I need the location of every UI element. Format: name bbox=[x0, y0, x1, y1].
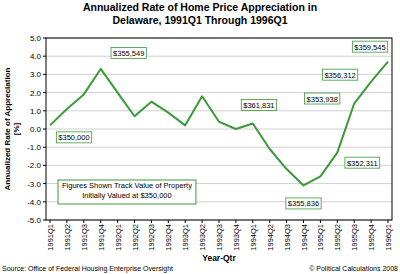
y-axis-title: [%] bbox=[12, 122, 21, 135]
x-tick-label: 1991Q4 bbox=[97, 224, 106, 251]
credit: © Political Calculations 2008 bbox=[309, 265, 398, 272]
x-tick-label: 1993Q2 bbox=[198, 224, 207, 251]
x-tick-label: 1992Q2 bbox=[131, 224, 140, 251]
background bbox=[0, 0, 400, 274]
x-tick-label: 1993Q1 bbox=[181, 224, 190, 251]
value-callout: $353,938 bbox=[305, 93, 340, 104]
x-tick-label: 1995Q1 bbox=[316, 224, 325, 251]
x-tick-label: 1994Q3 bbox=[283, 224, 292, 251]
data-group bbox=[50, 62, 388, 186]
value-callout: $355,549 bbox=[111, 47, 146, 58]
data-line bbox=[50, 62, 388, 186]
annotation-text: Figures Shown Track Value of Property bbox=[62, 181, 192, 190]
grid-line bbox=[46, 110, 392, 111]
y-tick-label: -2.0 bbox=[27, 161, 41, 170]
x-tick-label: 1992Q1 bbox=[114, 224, 123, 251]
value-callout: $356,312 bbox=[322, 69, 357, 80]
y-tick-label: 3.0 bbox=[30, 70, 42, 79]
callout-box bbox=[322, 69, 357, 80]
callout-box bbox=[56, 132, 91, 143]
x-tick-label: 1992Q4 bbox=[164, 224, 173, 251]
source: Source: Office of Federal Housing Enterp… bbox=[2, 265, 173, 273]
grid-line bbox=[46, 56, 392, 57]
y-tick-label: -5.0 bbox=[27, 216, 41, 225]
x-tick-label: 1991Q3 bbox=[80, 224, 89, 251]
y-tick-label: -1.0 bbox=[27, 143, 41, 152]
callout-text: $359,545 bbox=[354, 43, 385, 52]
x-tick-label: 1992Q3 bbox=[147, 224, 156, 251]
x-tick-label: 1993Q4 bbox=[232, 224, 241, 251]
callout-text: $353,938 bbox=[307, 95, 338, 104]
value-callout: $352,311 bbox=[345, 157, 380, 168]
callout-text: $355,549 bbox=[113, 49, 144, 58]
callout-box bbox=[241, 100, 276, 111]
value-callout: $355,836 bbox=[286, 198, 321, 209]
callout-text: $356,312 bbox=[324, 71, 355, 80]
annotation-box bbox=[58, 180, 196, 204]
title: Annualized Rate of Home Price Appreciati… bbox=[83, 1, 317, 13]
plot-area bbox=[46, 38, 392, 220]
callout-box bbox=[352, 41, 387, 52]
y-axis-title: Annualized Rate of Appreciation bbox=[3, 67, 12, 190]
value-callout: $350,000 bbox=[56, 132, 91, 143]
callout-box bbox=[286, 198, 321, 209]
grid-line bbox=[46, 129, 392, 130]
x-tick-label: 1995Q2 bbox=[333, 224, 342, 251]
x-tick-label: 1994Q1 bbox=[249, 224, 258, 251]
callout-text: $355,836 bbox=[288, 199, 319, 208]
callout-box bbox=[111, 47, 146, 58]
grid-line bbox=[46, 165, 392, 166]
plot-frame bbox=[46, 38, 392, 220]
y-tick-label: 4.0 bbox=[30, 52, 42, 61]
x-tick-label: 1994Q2 bbox=[266, 224, 275, 251]
x-tick-label: 1995Q3 bbox=[350, 224, 359, 251]
callout-text: $350,000 bbox=[58, 133, 89, 142]
title: Delaware, 1991Q1 Through 1996Q1 bbox=[112, 14, 287, 26]
annotation-box-group: Figures Shown Track Value of PropertyIni… bbox=[58, 180, 196, 204]
callout-box bbox=[305, 93, 340, 104]
x-tick-label: 1994Q4 bbox=[300, 224, 309, 251]
x-tick-label: 1995Q4 bbox=[367, 224, 376, 251]
y-tick-label: 0.0 bbox=[30, 125, 42, 134]
value-callout: $359,545 bbox=[352, 41, 387, 52]
callout-box bbox=[345, 157, 380, 168]
value-callout: $361,831 bbox=[241, 100, 276, 111]
x-tick-label: 1991Q2 bbox=[63, 224, 72, 251]
annotation-text: Initially Valued at $350,000 bbox=[82, 191, 172, 200]
y-tick-label: -4.0 bbox=[27, 198, 41, 207]
x-axis-title: Year-Qtr bbox=[202, 253, 236, 263]
x-tick-label: 1991Q1 bbox=[46, 224, 55, 251]
y-tick-label: 5.0 bbox=[30, 34, 42, 43]
x-tick-label: 1996Q1 bbox=[384, 224, 393, 251]
x-tick-label: 1993Q3 bbox=[215, 224, 224, 251]
callout-text: $361,831 bbox=[243, 101, 274, 110]
callout-text: $352,311 bbox=[347, 159, 378, 168]
chart: Annualized Rate of Home Price Appreciati… bbox=[0, 0, 400, 274]
y-tick-label: 1.0 bbox=[30, 107, 42, 116]
y-tick-label: -3.0 bbox=[27, 180, 41, 189]
y-tick-label: 2.0 bbox=[30, 89, 42, 98]
